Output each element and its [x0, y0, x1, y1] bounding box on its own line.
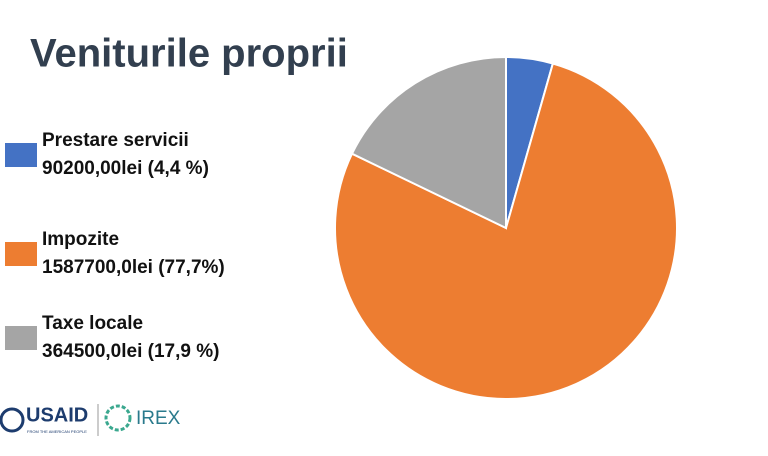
chart-title: Veniturile proprii [30, 32, 348, 76]
legend-value: 364500,0lei (17,9 %) [42, 341, 219, 362]
legend-swatch [5, 326, 37, 350]
usaid-seal [0, 407, 25, 433]
footer-logos: USAID FROM THE AMERICAN PEOPLE IREX [0, 404, 181, 436]
logo-text: USAID [26, 404, 88, 426]
logo-text: IREX [136, 408, 181, 429]
logo-text: FROM THE AMERICAN PEOPLE [27, 429, 87, 434]
legend-label: Impozite [42, 229, 119, 250]
legend-value: 1587700,0lei (77,7%) [42, 257, 225, 278]
legend-value: 90200,00lei (4,4 %) [42, 158, 209, 179]
legend-swatch [5, 143, 37, 167]
pie-slice [350, 55, 507, 230]
legend-label: Prestare servicii [42, 130, 189, 151]
pie-slice [334, 62, 678, 400]
irex-mark [104, 404, 132, 432]
legend-label: Taxe locale [42, 313, 143, 334]
legend-swatch [5, 242, 37, 266]
